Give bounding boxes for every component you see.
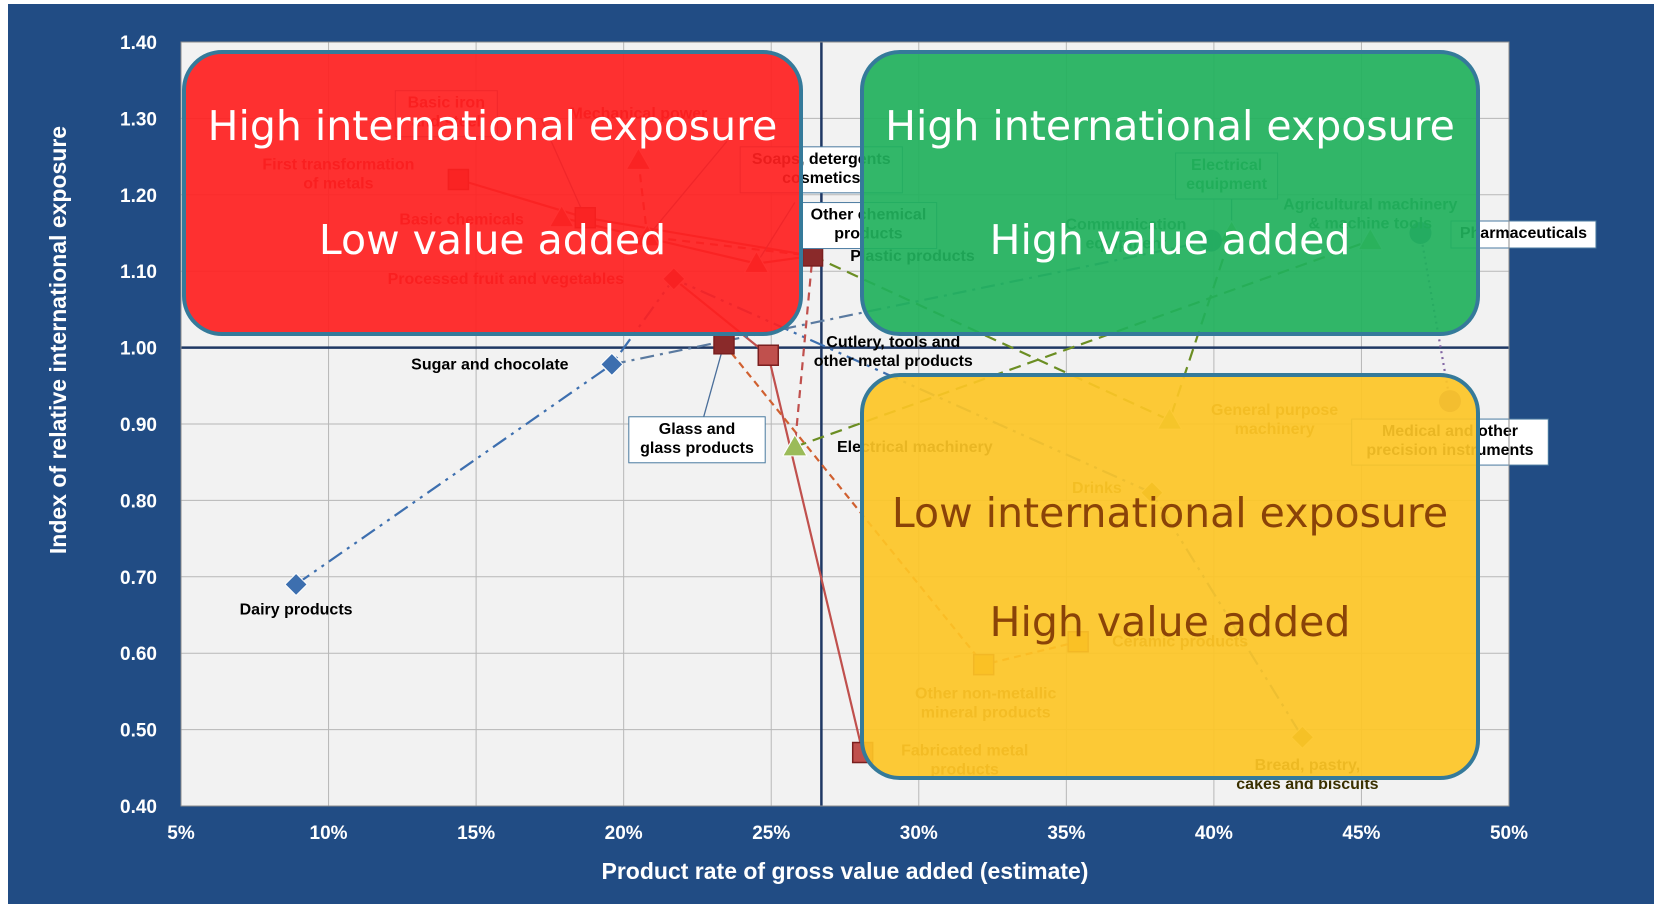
quadrant-box-top-left xyxy=(182,50,803,336)
x-tick-label: 35% xyxy=(1047,823,1085,844)
y-tick-label: 1.30 xyxy=(120,109,157,130)
y-tick-label: 0.90 xyxy=(120,415,157,436)
x-tick-label: 30% xyxy=(900,823,938,844)
x-axis-title: Product rate of gross value added (estim… xyxy=(602,858,1089,884)
quadrant-boxes: High international exposure Low value add… xyxy=(182,50,1480,780)
x-tick-label: 45% xyxy=(1342,823,1380,844)
axes: 5% 10% 15% 20% 25% 30% 35% 40% 45% 50% 0.40 0.50 0.6… xyxy=(120,33,1528,844)
quadrant-box-top-right xyxy=(860,50,1480,336)
quadrant-top-right-line2: High value added xyxy=(990,216,1351,264)
x-tick-label: 25% xyxy=(752,823,790,844)
quadrant-bottom-right-line2: High value added xyxy=(990,598,1351,646)
y-tick-label: 0.60 xyxy=(120,644,157,665)
marker-dairy-products xyxy=(284,572,308,597)
quadrant-bottom-right-line1: Low international exposure xyxy=(892,489,1448,537)
label-pharmaceuticals: Pharmaceuticals xyxy=(1460,225,1587,242)
y-tick-label: 0.70 xyxy=(120,568,157,589)
y-axis-title: Index of relative international exposure xyxy=(45,126,71,554)
y-tick-label: 1.40 xyxy=(120,33,157,54)
y-tick-label: 1.20 xyxy=(120,186,157,207)
y-tick-label: 0.40 xyxy=(120,797,157,818)
marker-electrical-machinery xyxy=(781,433,808,457)
label-dairy-products: Dairy products xyxy=(240,601,353,618)
label-cutlery-tools-and: Cutlery, tools and other metal products xyxy=(814,334,973,370)
label-box-glass-and xyxy=(628,416,766,464)
quadrant-box-bottom-right xyxy=(860,373,1480,780)
quadrant-top-left-line1: High international exposure xyxy=(208,102,778,150)
marker-glass-and xyxy=(713,333,735,355)
label-sugar-and-chocolate: Sugar and chocolate xyxy=(411,356,568,373)
y-tick-label: 0.50 xyxy=(120,721,157,742)
y-tick-label: 0.80 xyxy=(120,491,157,512)
x-tick-label: 40% xyxy=(1195,823,1233,844)
quadrant-top-right-line1: High international exposure xyxy=(885,102,1455,150)
marker-sugar-and-chocolate xyxy=(600,352,624,377)
x-tick-label: 20% xyxy=(605,823,643,844)
x-tick-label: 50% xyxy=(1490,823,1528,844)
y-tick-label: 1.10 xyxy=(120,262,157,283)
quadrant-top-left-line2: Low value added xyxy=(319,216,666,264)
x-tick-label: 10% xyxy=(310,823,348,844)
x-tick-label: 15% xyxy=(457,823,495,844)
marker-cutlery-tools-and xyxy=(757,344,780,366)
y-tick-label: 1.00 xyxy=(120,339,157,360)
plot-border xyxy=(180,41,1510,807)
label-glass-and: Glass and glass products xyxy=(640,421,754,457)
x-tick-label: 5% xyxy=(167,823,195,844)
